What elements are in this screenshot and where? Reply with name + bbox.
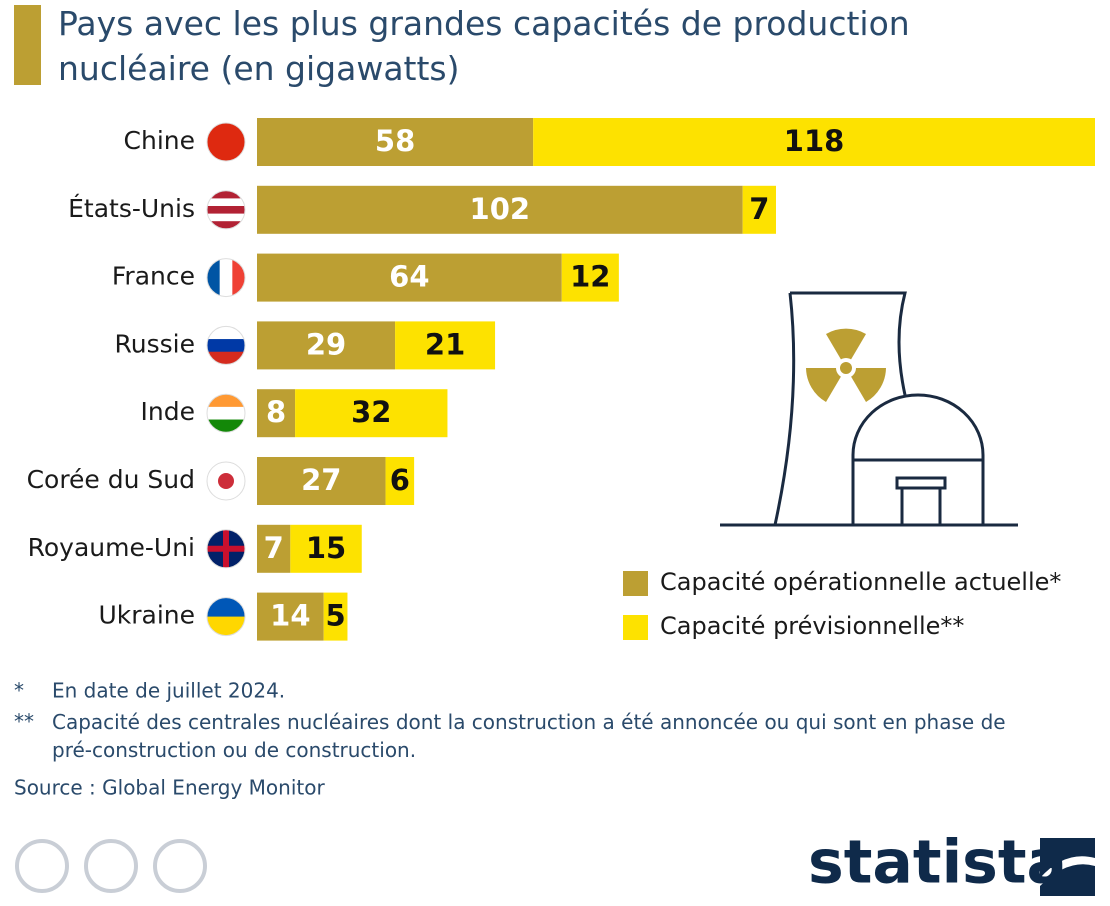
category-label: Corée du Sud <box>27 465 195 494</box>
flag-outline <box>206 461 246 501</box>
bar-segment <box>257 592 324 641</box>
legend-label: Capacité prévisionnelle** <box>660 612 964 640</box>
bar-segment <box>290 524 362 573</box>
flag-stripe <box>207 419 245 433</box>
flag-outline <box>206 393 246 433</box>
flag-outline <box>206 597 246 637</box>
flag-outline <box>206 258 246 298</box>
flag-stripe <box>207 206 245 215</box>
value-label: 14 <box>270 599 310 633</box>
flag-cross <box>207 529 245 568</box>
value-label: 21 <box>425 327 465 361</box>
bar-segment <box>385 457 415 505</box>
value-label: 7 <box>264 531 284 565</box>
flag-stripe <box>207 394 245 408</box>
category-label: Chine <box>124 126 195 155</box>
flag-stripe <box>207 190 245 199</box>
chart-title: Pays avec les plus grandes capacités de … <box>58 4 910 88</box>
category-label: Inde <box>141 397 195 426</box>
bar-segment <box>561 253 619 302</box>
note-text: Capacité des centrales nucléaires dont l… <box>52 710 1006 762</box>
flag-outline <box>206 529 246 569</box>
bar-segment <box>257 253 562 302</box>
flag-outline <box>206 122 246 162</box>
value-label: 5 <box>325 599 345 633</box>
value-label: 32 <box>351 395 391 429</box>
bar-segment <box>257 321 396 370</box>
flag-stripe <box>207 213 245 222</box>
flag-stripe <box>207 221 245 229</box>
license-icons <box>15 839 207 893</box>
value-label: 27 <box>301 463 341 497</box>
flag-stripe <box>207 258 221 297</box>
logo-mark <box>1040 838 1095 896</box>
category-label: Ukraine <box>98 601 195 630</box>
value-label: 8 <box>266 395 286 429</box>
flag-stripe <box>219 258 233 297</box>
bar-segment <box>323 592 348 641</box>
bar-segment <box>533 118 1095 166</box>
flag-stripe <box>207 123 245 161</box>
bar-segment <box>742 185 776 234</box>
legend-swatch <box>623 615 648 640</box>
value-label: 15 <box>306 531 346 565</box>
source: Source : Global Energy Monitor <box>14 776 325 800</box>
flag-stripe <box>207 198 245 207</box>
value-label: 6 <box>390 463 410 497</box>
category-label: États-Unis <box>68 194 195 223</box>
flag-stripe <box>207 616 245 636</box>
value-label: 58 <box>375 124 415 158</box>
category-label: Russie <box>115 329 195 358</box>
flag-stripe <box>207 597 245 618</box>
note-marker: * <box>14 679 24 703</box>
flag-stripe <box>207 326 245 340</box>
flag-stripe <box>207 339 245 353</box>
bar-segment <box>257 389 296 438</box>
value-label: 7 <box>749 192 769 226</box>
logo-text: statista <box>808 828 1067 898</box>
flag-stripe <box>207 351 245 365</box>
note-marker: ** <box>14 710 34 734</box>
note-text: En date de juillet 2024. <box>52 679 285 703</box>
flag-stripe <box>232 258 245 297</box>
bar-segment <box>257 524 291 573</box>
value-label: 102 <box>470 192 531 226</box>
value-label: 118 <box>784 124 845 158</box>
flag-emblem <box>218 473 234 489</box>
value-label: 12 <box>570 260 610 294</box>
category-label: Royaume-Uni <box>28 533 195 562</box>
value-label: 29 <box>306 327 346 361</box>
flag-outline <box>206 325 246 365</box>
legend-swatch <box>623 571 648 596</box>
flag-stripe <box>207 406 245 421</box>
title-accent <box>14 5 41 85</box>
bar-segment <box>295 389 448 438</box>
legend-label: Capacité opérationnelle actuelle* <box>660 568 1061 596</box>
flag-outline <box>206 190 246 230</box>
bar-segment <box>257 185 743 234</box>
bar-segment <box>395 321 496 370</box>
bar-segment <box>257 118 534 166</box>
plant-icon <box>720 291 1018 527</box>
category-label: France <box>112 262 195 291</box>
bar-segment <box>257 457 386 505</box>
value-label: 64 <box>389 260 429 294</box>
